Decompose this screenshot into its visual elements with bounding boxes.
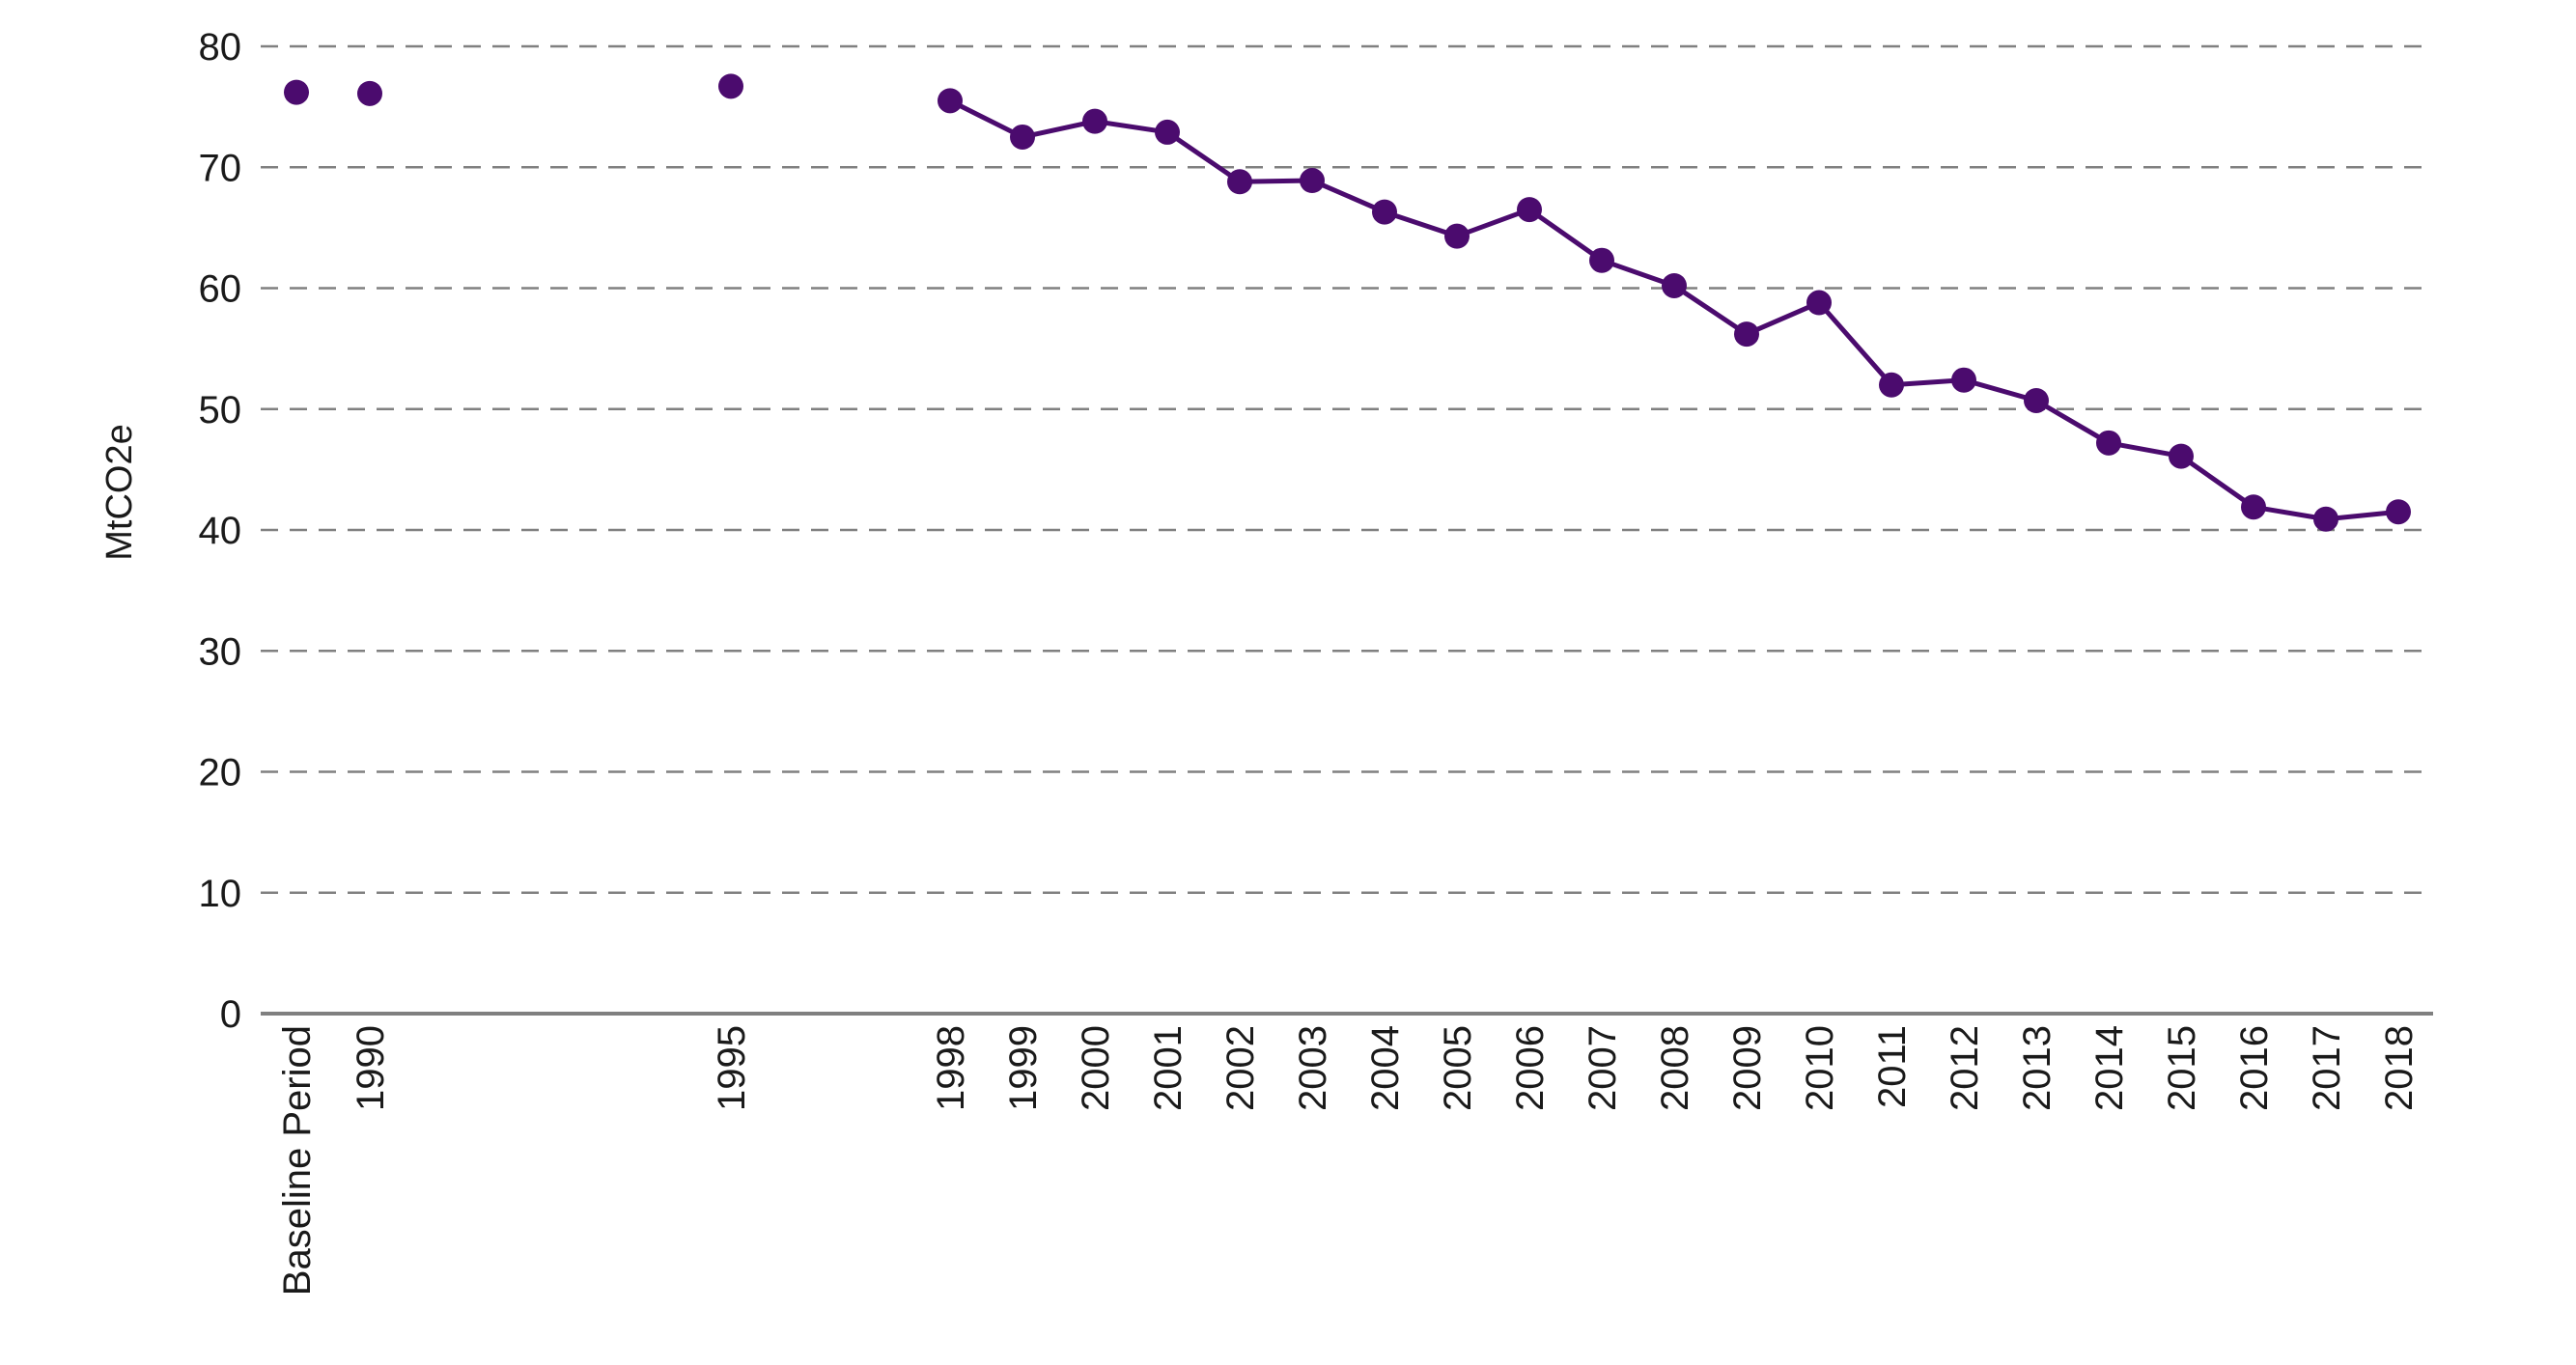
data-point bbox=[2313, 506, 2338, 532]
x-tick-label: 1995 bbox=[711, 1025, 753, 1111]
y-tick-label: 50 bbox=[199, 389, 242, 432]
y-tick-label: 20 bbox=[199, 752, 242, 794]
x-tick-label: 2015 bbox=[2161, 1025, 2203, 1111]
data-point bbox=[2241, 494, 2266, 520]
y-tick-label: 0 bbox=[220, 993, 241, 1036]
data-point bbox=[718, 73, 743, 99]
y-tick-label: 40 bbox=[199, 510, 242, 552]
y-tick-label: 30 bbox=[199, 630, 242, 673]
data-point bbox=[1589, 247, 1614, 273]
x-tick-label: 2004 bbox=[1364, 1025, 1407, 1111]
y-tick-label: 10 bbox=[199, 873, 242, 915]
data-point bbox=[1227, 169, 1252, 195]
x-tick-label: 2009 bbox=[1726, 1025, 1769, 1111]
x-tick-label: 2008 bbox=[1654, 1025, 1696, 1111]
y-tick-label: 60 bbox=[199, 268, 242, 311]
data-point bbox=[1300, 168, 1325, 194]
x-tick-label: 2018 bbox=[2378, 1025, 2421, 1111]
x-tick-label: 1998 bbox=[930, 1025, 972, 1111]
x-tick-label: 2001 bbox=[1147, 1025, 1190, 1111]
data-point bbox=[284, 79, 309, 105]
data-point bbox=[357, 80, 382, 106]
y-tick-label: 70 bbox=[199, 147, 242, 189]
tick-labels: 0 10 20 30 40 50 60 70 80 Baseline Period 1990 1995… bbox=[199, 26, 2422, 1295]
data-point bbox=[1806, 290, 1832, 316]
x-tick-label: 1990 bbox=[350, 1025, 392, 1111]
x-tick-label: 2012 bbox=[1944, 1025, 1986, 1111]
data-point bbox=[2096, 430, 2121, 456]
data-point bbox=[1372, 199, 1397, 225]
data-point bbox=[1082, 108, 1107, 134]
x-tick-label: 2016 bbox=[2233, 1025, 2276, 1111]
gridlines bbox=[261, 44, 2433, 894]
x-tick-label: Baseline Period bbox=[276, 1025, 319, 1295]
x-tick-label: 2002 bbox=[1219, 1025, 1262, 1111]
x-tick-label: 2006 bbox=[1509, 1025, 1552, 1111]
x-tick-label: 2014 bbox=[2088, 1025, 2131, 1111]
data-points bbox=[284, 73, 2411, 532]
x-tick-label: 2000 bbox=[1075, 1025, 1117, 1111]
y-axis-label: MtCO2e bbox=[99, 424, 140, 560]
data-point bbox=[1879, 372, 1904, 398]
x-tick-label: 2007 bbox=[1582, 1025, 1624, 1111]
x-tick-label: 2013 bbox=[2016, 1025, 2058, 1111]
x-tick-label: 2011 bbox=[1871, 1025, 1914, 1108]
data-point bbox=[1444, 223, 1470, 249]
data-point bbox=[1010, 124, 1035, 150]
x-tick-label: 2005 bbox=[1437, 1025, 1479, 1111]
data-point bbox=[1951, 367, 1976, 393]
data-point bbox=[1662, 272, 1687, 298]
x-tick-label: 2003 bbox=[1292, 1025, 1334, 1111]
data-point bbox=[1517, 197, 1542, 223]
x-tick-label: 1999 bbox=[1002, 1025, 1045, 1111]
x-tick-label: 2017 bbox=[2306, 1025, 2348, 1111]
data-point bbox=[2169, 443, 2194, 469]
data-point bbox=[1734, 321, 1759, 348]
x-tick-label: 2010 bbox=[1799, 1025, 1841, 1111]
data-point bbox=[2024, 387, 2049, 413]
data-point bbox=[938, 88, 963, 114]
data-point bbox=[1155, 119, 1180, 145]
y-tick-label: 80 bbox=[199, 26, 242, 69]
data-point bbox=[2386, 499, 2411, 525]
